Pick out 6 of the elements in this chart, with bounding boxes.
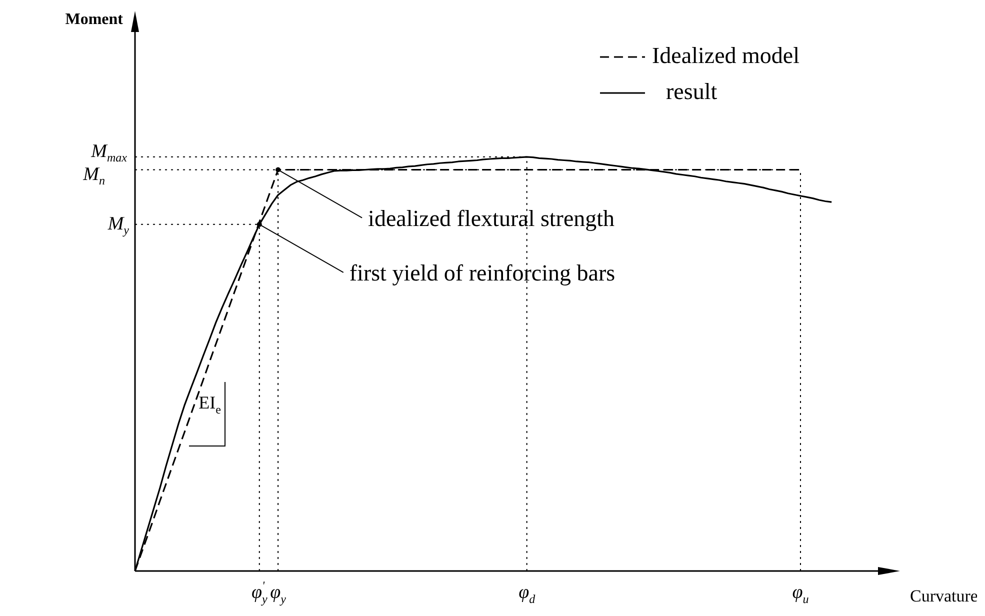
x-axis-title: Curvature: [910, 586, 978, 606]
legend-label: Idealized model: [652, 43, 800, 68]
legend-label: result: [666, 79, 718, 104]
text: Moment: [65, 11, 124, 28]
annotation: idealized flextural strength: [368, 206, 616, 231]
annotation: first yield of reinforcing bars: [349, 260, 616, 286]
